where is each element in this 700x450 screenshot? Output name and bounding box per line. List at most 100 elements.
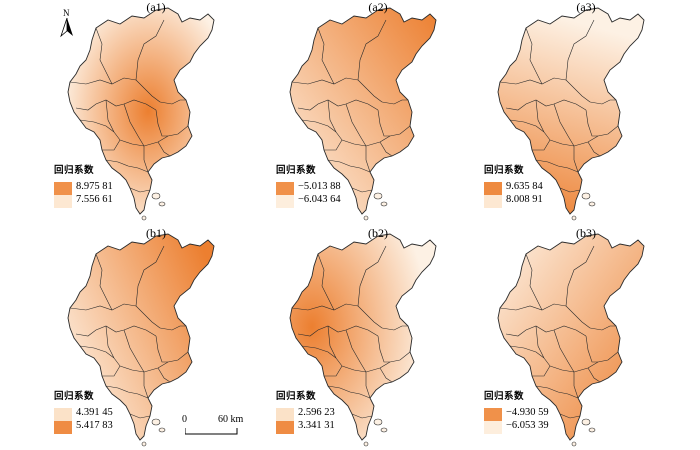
district-boundary — [324, 365, 343, 377]
island — [363, 215, 369, 221]
district-boundary — [525, 253, 543, 311]
scale-bar: 0 60 km — [180, 414, 250, 440]
legend-swatch-low — [484, 195, 502, 208]
legend-value-bottom: −6.043 64 — [298, 194, 341, 205]
district-boundary — [297, 99, 379, 111]
district-boundary — [573, 372, 579, 399]
district-boundary — [565, 305, 591, 329]
island — [373, 418, 383, 426]
district-boundary — [69, 77, 137, 85]
district-boundary — [135, 19, 165, 81]
map-panel-1: (a1) 回归系数 8.975 81 7.556 61 — [40, 0, 272, 224]
district-boundary — [351, 413, 373, 419]
island — [588, 427, 596, 433]
district-boundary — [324, 139, 343, 151]
region-map — [67, 233, 215, 447]
district-boundary — [291, 303, 359, 311]
region-map — [289, 233, 437, 447]
district-boundary — [327, 385, 371, 399]
district-boundary — [377, 335, 390, 363]
district-boundary — [155, 109, 168, 137]
district-boundary — [379, 141, 393, 157]
district-boundary — [559, 187, 581, 193]
legend-value-top: 2.596 23 — [298, 407, 335, 418]
legend-value-top: 4.391 45 — [76, 407, 113, 418]
panel-label: (a1) — [146, 0, 166, 14]
district-boundary — [365, 146, 371, 173]
study-area-outline — [289, 233, 437, 441]
district-boundary — [379, 367, 393, 383]
district-boundary — [381, 325, 408, 331]
district-boundary — [317, 27, 335, 85]
study-area-outline — [67, 7, 215, 215]
map-panel-4: (b1) 回归系数 4.391 45 5.417 83 — [40, 226, 272, 450]
island — [571, 441, 577, 447]
island — [141, 215, 147, 221]
legend-swatch-high — [54, 182, 72, 195]
island — [158, 201, 166, 207]
district-boundary — [301, 345, 337, 359]
district-boundary — [505, 325, 587, 337]
panel-label: (b3) — [576, 226, 596, 240]
legend-value-bottom: 8.008 91 — [506, 194, 543, 205]
panel-label: (a2) — [368, 0, 388, 14]
legend-swatch-high — [54, 408, 72, 421]
district-boundary — [69, 303, 137, 311]
legend-title: 回归系数 — [276, 165, 317, 176]
district-boundary — [129, 413, 151, 419]
district-boundary — [105, 159, 149, 173]
scale-bar-end: 60 km — [218, 414, 244, 425]
legend-title: 回归系数 — [276, 391, 317, 402]
island — [151, 418, 161, 426]
north-arrow-label: N — [63, 8, 70, 18]
district-boundary — [585, 335, 598, 363]
north-arrow-icon — [60, 18, 73, 38]
district-boundary — [317, 253, 335, 311]
legend-swatch-high — [484, 182, 502, 195]
district-boundary — [509, 119, 545, 133]
district-boundary — [345, 329, 367, 373]
district-boundary — [102, 139, 121, 151]
district-boundary — [327, 325, 343, 367]
district-boundary — [135, 305, 161, 329]
legend-value-bottom: 5.417 83 — [76, 420, 113, 431]
district-boundary — [365, 372, 371, 399]
district-boundary — [357, 305, 383, 329]
district-boundary — [585, 109, 598, 137]
district-boundary — [297, 325, 379, 337]
district-boundary — [157, 367, 171, 383]
district-boundary — [327, 99, 343, 141]
district-boundary — [79, 345, 115, 359]
scale-bar-zero: 0 — [182, 414, 187, 425]
island — [581, 418, 591, 426]
district-boundary — [357, 245, 387, 307]
legend-value-top: 8.975 81 — [76, 181, 113, 192]
legend-title: 回归系数 — [484, 391, 525, 402]
district-boundary — [157, 141, 171, 157]
district-boundary — [377, 109, 390, 137]
district-boundary — [553, 329, 575, 373]
scale-bar-line — [185, 428, 238, 435]
district-boundary — [143, 146, 149, 173]
island — [380, 201, 388, 207]
island — [158, 427, 166, 433]
legend-title: 回归系数 — [484, 165, 525, 176]
legend-swatch-low — [276, 421, 294, 434]
district-boundary — [123, 103, 145, 147]
study-area-outline — [67, 233, 215, 441]
district-boundary — [291, 77, 359, 85]
district-boundary — [155, 335, 168, 363]
region-map — [289, 7, 437, 221]
legend-swatch-high — [276, 182, 294, 195]
district-boundary — [357, 79, 383, 103]
panel-label: (b2) — [368, 226, 388, 240]
district-boundary — [535, 385, 579, 399]
study-area-outline — [497, 233, 645, 441]
legend-value-top: −5.013 88 — [298, 181, 341, 192]
district-boundary — [79, 119, 115, 133]
island — [141, 441, 147, 447]
district-boundary — [159, 99, 186, 105]
district-boundary — [587, 367, 601, 383]
north-arrow: N — [60, 8, 74, 38]
district-boundary — [105, 325, 121, 367]
